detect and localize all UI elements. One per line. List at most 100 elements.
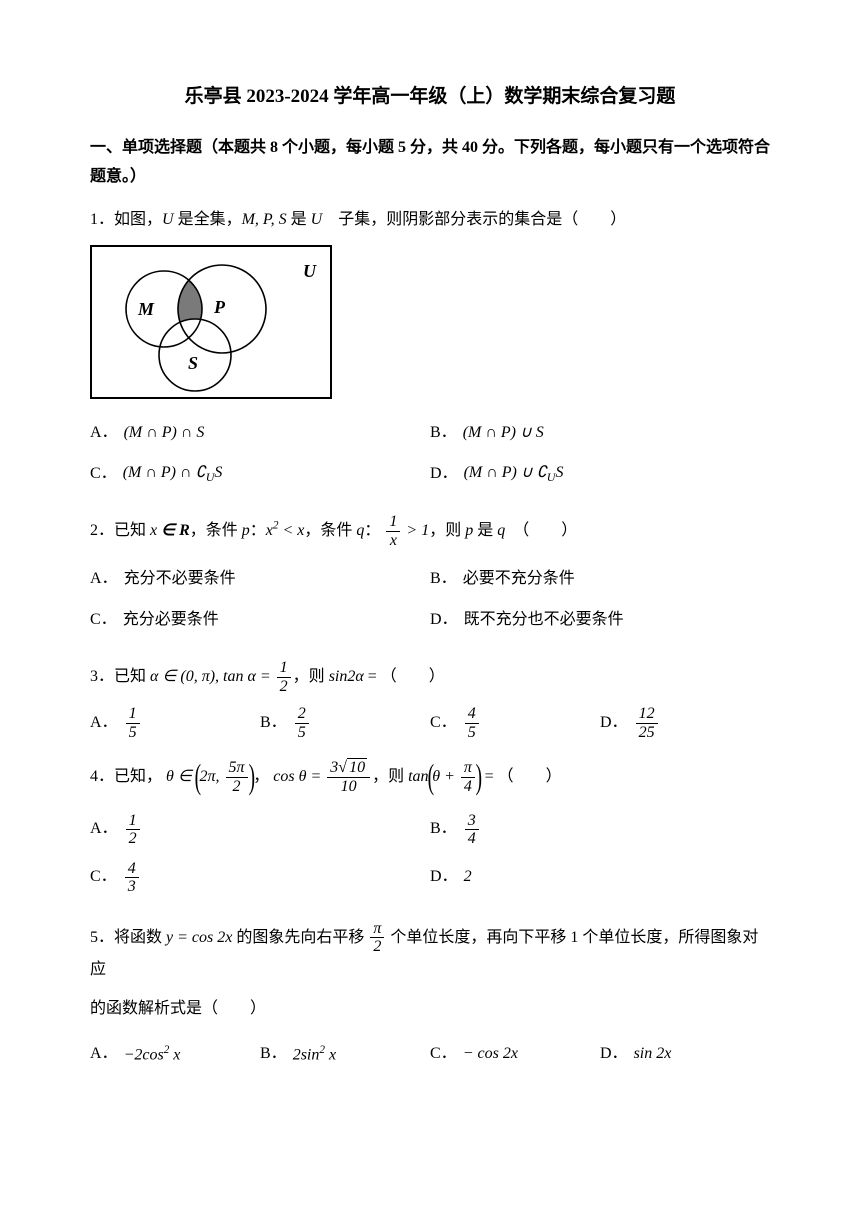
q1-opt-a: A．(M ∩ P) ∩ S	[90, 419, 430, 448]
opt-label: C．	[90, 863, 117, 892]
q3-a: 3．已知	[90, 668, 150, 685]
q4-opt-d: D．2	[430, 860, 770, 896]
opt-label: A．	[90, 709, 118, 738]
q2-col2: ：	[364, 522, 380, 539]
opt-label: D．	[600, 709, 628, 738]
q4-rden: 2	[226, 778, 248, 796]
q2-b: ，条件	[190, 522, 242, 539]
q3-tnum: 1	[277, 659, 291, 678]
q2-options: A．充分不必要条件 B．必要不充分条件 C．充分必要条件 D．既不充分也不必要条…	[90, 559, 770, 641]
opt-label: D．	[600, 1040, 628, 1069]
q1-stem-c: 是	[287, 211, 311, 228]
q3-d-num: 12	[636, 705, 658, 724]
q4-argd: 4	[461, 778, 475, 796]
q4-a-num: 1	[126, 812, 140, 831]
q2-qden: x	[386, 532, 400, 550]
question-2: 2．已知 x ∈ R，条件 p：x2 < x，条件 q： 1x > 1，则 p …	[90, 513, 770, 549]
q1-opt-d: D．(M ∩ P) ∪ ∁US	[430, 459, 770, 489]
q2-a: 2．已知	[90, 522, 150, 539]
q1-options: A．(M ∩ P) ∩ S B．(M ∩ P) ∪ S C．(M ∩ P) ∩ …	[90, 413, 770, 496]
q2-inR: ∈ R	[157, 522, 190, 539]
q4-c-den: 3	[125, 878, 139, 896]
q5-b-pre: 2sin	[293, 1046, 320, 1063]
q4-opt-b: B．34	[430, 812, 770, 848]
q1-a-expr: (M ∩ P) ∩ S	[124, 419, 205, 448]
q3-a-num: 1	[126, 705, 140, 724]
q2-qgt: > 1	[402, 522, 429, 539]
q5-b-post: x	[325, 1046, 336, 1063]
q4-c-num: 4	[125, 860, 139, 879]
q4-comma1: ,	[216, 768, 224, 785]
q2-opt-a: A．充分不必要条件	[90, 565, 430, 594]
q3-opt-a: A． 15	[90, 705, 260, 741]
q2-d: ，则	[429, 522, 465, 539]
opt-label: A．	[90, 815, 118, 844]
q5-a-post: x	[169, 1046, 180, 1063]
q4-options: A． 12 B．34 C． 43 D．2	[90, 806, 770, 902]
opt-label: B．	[260, 1040, 287, 1069]
q4-in: ∈	[174, 768, 196, 785]
q1-U2: U	[311, 211, 323, 228]
q2-opt-d: D．既不充分也不必要条件	[430, 606, 770, 635]
q3-tden: 2	[277, 678, 291, 696]
q4-cnum: 3√10	[327, 759, 370, 778]
q3-c-num: 4	[465, 705, 479, 724]
q4-rnum: 5π	[226, 759, 248, 778]
q4-comma: ，	[253, 768, 269, 785]
section-heading: 一、单项选择题（本题共 8 个小题，每小题 5 分，共 40 分。下列各题，每小…	[90, 134, 770, 192]
q1-c-post: S	[214, 464, 222, 481]
question-1: 1．如图，U 是全集，M, P, S 是 U 子集，则阴影部分表示的集合是（ ）	[90, 206, 770, 235]
question-5: 5．将函数 y = cos 2x 的图象先向右平移 π2 个单位长度，再向下平移…	[90, 920, 770, 985]
opt-label: B．	[260, 709, 287, 738]
q1-mps: M, P, S	[242, 211, 287, 228]
q2-p: p	[242, 522, 250, 539]
q2-c: ，条件	[304, 522, 356, 539]
opt-label: A．	[90, 565, 118, 594]
q4-then: ，则	[372, 768, 408, 785]
q5-a-pre: −2cos	[124, 1046, 164, 1063]
q4-a-den: 2	[126, 830, 140, 848]
q1-d-pre: (M ∩ P) ∪ ∁	[464, 464, 547, 481]
q5-opt-d: D．sin 2x	[600, 1040, 770, 1070]
q4-rad: 10	[347, 758, 367, 776]
q1-opt-c: C．(M ∩ P) ∩ ∁US	[90, 459, 430, 489]
q2-c-text: 充分必要条件	[123, 606, 219, 635]
q5-d-text: sin 2x	[634, 1040, 672, 1069]
q5-line2: 的函数解析式是（ ）	[90, 995, 770, 1024]
q3-b: ，则	[293, 668, 329, 685]
q3-a-den: 5	[126, 724, 140, 742]
q5-cos2x: cos 2x	[192, 929, 232, 946]
q5-a: 5．将函数	[90, 929, 166, 946]
q5-opt-b: B．2sin2 x	[260, 1040, 430, 1070]
q5-opt-a: A．−2cos2 x	[90, 1040, 260, 1070]
q3-sin2a: sin2α	[329, 668, 364, 685]
opt-label-b: B．	[430, 419, 457, 448]
q2-b-text: 必要不充分条件	[463, 565, 575, 594]
opt-label: C．	[430, 709, 457, 738]
q3-b-den: 5	[295, 724, 309, 742]
q5-sden: 2	[370, 938, 384, 956]
q4-rngl: 2π	[200, 768, 216, 785]
venn-diagram: U M P S	[90, 245, 332, 399]
q3-in: ∈ (0, π),	[158, 668, 223, 685]
q4-argn: π	[461, 759, 475, 778]
venn-m-label: M	[138, 293, 154, 325]
q2-opt-b: B．必要不充分条件	[430, 565, 770, 594]
opt-label: C．	[430, 1040, 457, 1069]
question-3: 3．已知 α ∈ (0, π), tan α = 12，则 sin2α = （ …	[90, 659, 770, 695]
q4-cden: 10	[327, 778, 370, 796]
q2-is: 是	[473, 522, 497, 539]
q2-plt: <	[278, 522, 297, 539]
q5-snum: π	[370, 920, 384, 939]
q5-opt-c: C．− cos 2x	[430, 1040, 600, 1070]
q1-c-pre: (M ∩ P) ∩ ∁	[123, 464, 206, 481]
q3-eq: = （ ）	[364, 668, 445, 685]
q2-a-text: 充分不必要条件	[124, 565, 236, 594]
opt-label: D．	[430, 606, 458, 635]
q4-plus: +	[440, 768, 459, 785]
q3-c-den: 5	[465, 724, 479, 742]
q3-opt-b: B．25	[260, 705, 430, 741]
q3-opt-d: D．1225	[600, 705, 770, 741]
q1-U: U	[162, 211, 174, 228]
q5-eq: =	[173, 929, 192, 946]
